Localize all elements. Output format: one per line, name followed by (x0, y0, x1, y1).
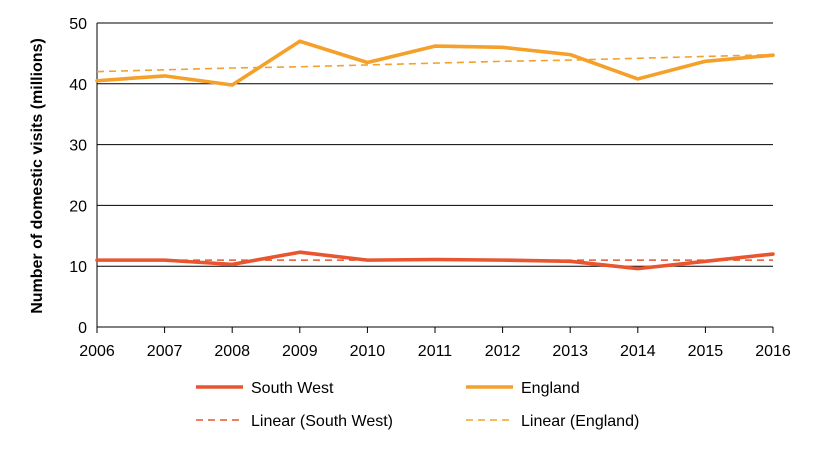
x-tick-label: 2011 (418, 343, 453, 360)
x-tick-label: 2014 (620, 343, 656, 360)
y-tick-label: 0 (78, 320, 87, 337)
y-tick-labels: 0 10 20 30 40 50 (69, 16, 87, 337)
y-tick-label: 40 (69, 77, 87, 94)
y-tick-label: 10 (69, 259, 87, 276)
series-line-linear-england (96, 53, 774, 73)
legend-label: England (521, 380, 580, 397)
x-tick-label: 2006 (79, 343, 115, 360)
series-line-south-west (95, 250, 775, 271)
y-tick-label: 20 (69, 198, 87, 215)
y-axis-label: Number of domestic visits (millions) (29, 38, 46, 314)
series-line-england (95, 39, 775, 87)
legend: South West England Linear (South West) Line… (196, 380, 639, 430)
x-tick-label: 2010 (350, 343, 386, 360)
x-tick-label: 2015 (688, 343, 724, 360)
x-tick-label: 2009 (282, 343, 318, 360)
x-tick-label: 2007 (147, 343, 183, 360)
y-tick-label: 30 (69, 138, 87, 155)
x-tick-label: 2016 (755, 343, 791, 360)
gridlines (97, 22, 773, 267)
legend-label: Linear (England) (521, 413, 639, 430)
x-tick-label: 2012 (485, 343, 521, 360)
x-tick-labels: 2006 2007 2008 2009 2010 2011 2012 2013 2014 2015… (79, 343, 791, 360)
series-lines (95, 39, 775, 271)
legend-label: South West (251, 380, 334, 397)
x-tick-label: 2013 (552, 343, 588, 360)
x-tick-label: 2008 (214, 343, 250, 360)
axes (96, 23, 774, 333)
legend-label: Linear (South West) (251, 413, 393, 430)
y-tick-label: 50 (69, 16, 87, 33)
